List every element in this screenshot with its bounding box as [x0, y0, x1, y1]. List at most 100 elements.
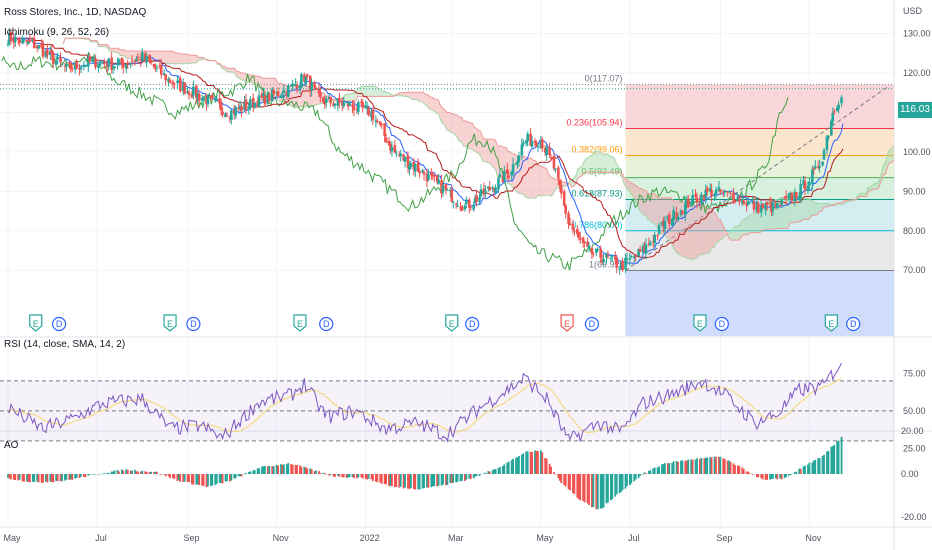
ao-bar	[281, 464, 284, 474]
cloud-segment	[626, 179, 629, 191]
candle-body	[105, 62, 109, 68]
candle-body	[704, 189, 708, 199]
candle-body	[171, 81, 175, 85]
candle-body	[158, 65, 162, 67]
candle-body	[209, 95, 213, 98]
ao-bar	[791, 474, 793, 475]
ao-bar	[531, 451, 533, 474]
ao-bar	[210, 474, 212, 486]
candle-body	[143, 53, 147, 61]
candle-body	[478, 197, 481, 202]
cloud-segment	[491, 139, 494, 168]
ao-bar	[8, 474, 11, 479]
candle-body	[86, 57, 90, 67]
event-marker-letter: E	[33, 319, 39, 329]
ao-bar	[245, 472, 247, 474]
candle-body	[761, 203, 765, 209]
candle-body	[49, 51, 52, 55]
candle-body	[333, 103, 337, 106]
candle-body	[473, 197, 477, 204]
time-axis-tick: Jul	[95, 533, 107, 543]
candle-body	[409, 163, 413, 168]
cloud-segment	[554, 179, 557, 191]
cloud-segment	[344, 94, 348, 102]
ao-bar	[741, 467, 744, 474]
ao-bar	[74, 474, 77, 479]
candle-body	[748, 202, 751, 204]
cloud-segment	[313, 90, 316, 107]
cloud-segment	[745, 217, 748, 235]
candle-body	[695, 197, 699, 203]
cloud-segment	[717, 219, 721, 242]
ao-bar	[23, 474, 25, 482]
ao-bar	[588, 474, 590, 505]
cloud-segment	[429, 96, 432, 110]
ao-bar	[83, 474, 85, 477]
candle-body	[624, 257, 627, 270]
ao-bar	[357, 474, 360, 478]
ao-bar	[582, 474, 585, 502]
ao-bar	[563, 474, 566, 486]
candle-body	[149, 61, 153, 64]
candle-body	[6, 43, 10, 45]
ao-bar	[550, 466, 552, 474]
ao-bar	[804, 465, 806, 474]
ao-bar	[833, 444, 836, 474]
dividend-icon	[714, 316, 729, 332]
candle-body	[247, 106, 251, 109]
candle-body	[196, 93, 200, 100]
candle-body	[510, 172, 513, 176]
ao-bar	[427, 474, 430, 488]
candle-body	[412, 161, 416, 170]
time-axis-tick: Jul	[628, 533, 640, 543]
cloud-segment	[198, 57, 201, 60]
candle-body	[451, 201, 455, 203]
candle-body	[449, 189, 452, 192]
event-marker-letter: E	[297, 319, 303, 329]
ao-bar	[191, 474, 193, 485]
candle-body	[479, 189, 483, 197]
ao-bar	[653, 467, 656, 474]
ao-bar	[446, 474, 449, 485]
candle-body	[133, 61, 137, 63]
ao-bar	[155, 471, 158, 474]
earnings-icon	[824, 314, 838, 332]
candle-body	[124, 63, 128, 69]
candle-body	[295, 85, 299, 89]
candle-body	[390, 147, 394, 152]
cloud-segment	[315, 90, 318, 106]
candle-body	[437, 179, 440, 184]
cloud-segment	[580, 165, 583, 177]
ao-bar	[137, 471, 139, 474]
candle-body	[50, 49, 54, 54]
cloud-segment	[489, 139, 492, 165]
candle-body	[416, 162, 420, 172]
ao-bar	[27, 474, 30, 483]
cloud-segment	[811, 200, 814, 216]
ao-bar	[318, 471, 320, 474]
candle-body	[456, 205, 459, 207]
ao-bar	[361, 474, 364, 479]
candle-body	[195, 85, 198, 98]
ao-bar	[827, 450, 830, 474]
candle-body	[484, 190, 487, 194]
ao-bar	[615, 474, 618, 495]
ao-bar	[107, 472, 110, 474]
ao-bar	[696, 458, 698, 474]
dividend-marker: D	[465, 316, 480, 332]
cloud-segment	[347, 93, 350, 102]
last-price-tag: 116.03	[898, 102, 932, 118]
ao-bar	[572, 474, 574, 494]
cloud-segment	[739, 221, 742, 241]
ao-bar	[153, 472, 155, 474]
ao-bar	[605, 474, 608, 504]
cloud-segment	[643, 190, 646, 217]
leading-span-b	[62, 37, 895, 241]
ao-bar	[91, 474, 94, 475]
candle-body	[27, 41, 30, 45]
ao-bar	[275, 464, 278, 474]
event-marker-letter: D	[850, 319, 857, 329]
cloud-segment	[857, 193, 860, 199]
candle-body	[408, 165, 411, 170]
